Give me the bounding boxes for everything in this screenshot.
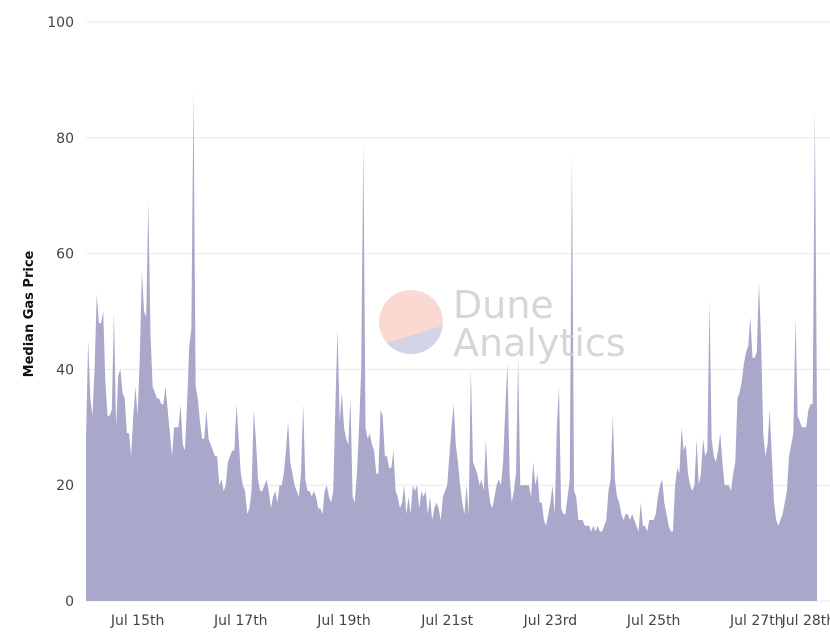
dune-logo-icon [379, 290, 443, 354]
watermark: Dune Analytics [379, 283, 626, 365]
y-tick-label-100: 100 [47, 15, 74, 31]
x-tick-label-6: Jul 27th [729, 613, 784, 629]
y-tick-label-0: 0 [65, 594, 74, 610]
y-tick-label-60: 60 [56, 247, 74, 263]
x-tick-label-0: Jul 15th [110, 613, 165, 629]
y-axis-title: Median Gas Price [22, 250, 37, 377]
series-area-median-gas-price [86, 91, 817, 601]
x-axis-tick-labels: Jul 15th Jul 17th Jul 19th Jul 21st Jul 23rd… [110, 613, 830, 629]
x-tick-label-4: Jul 23rd [523, 613, 578, 629]
y-tick-label-80: 80 [56, 131, 74, 147]
watermark-line2: Analytics [453, 321, 626, 365]
y-tick-label-20: 20 [56, 478, 74, 494]
x-tick-label-2: Jul 19th [316, 613, 371, 629]
y-tick-label-40: 40 [56, 362, 74, 378]
x-tick-label-3: Jul 21st [420, 613, 473, 629]
x-tick-label-7: Jul 28th [781, 613, 830, 629]
x-tick-label-5: Jul 25th [626, 613, 681, 629]
y-axis-tick-labels: 0 20 40 60 80 100 [47, 15, 74, 610]
watermark-line1: Dune [453, 283, 554, 327]
x-tick-label-1: Jul 17th [213, 613, 268, 629]
